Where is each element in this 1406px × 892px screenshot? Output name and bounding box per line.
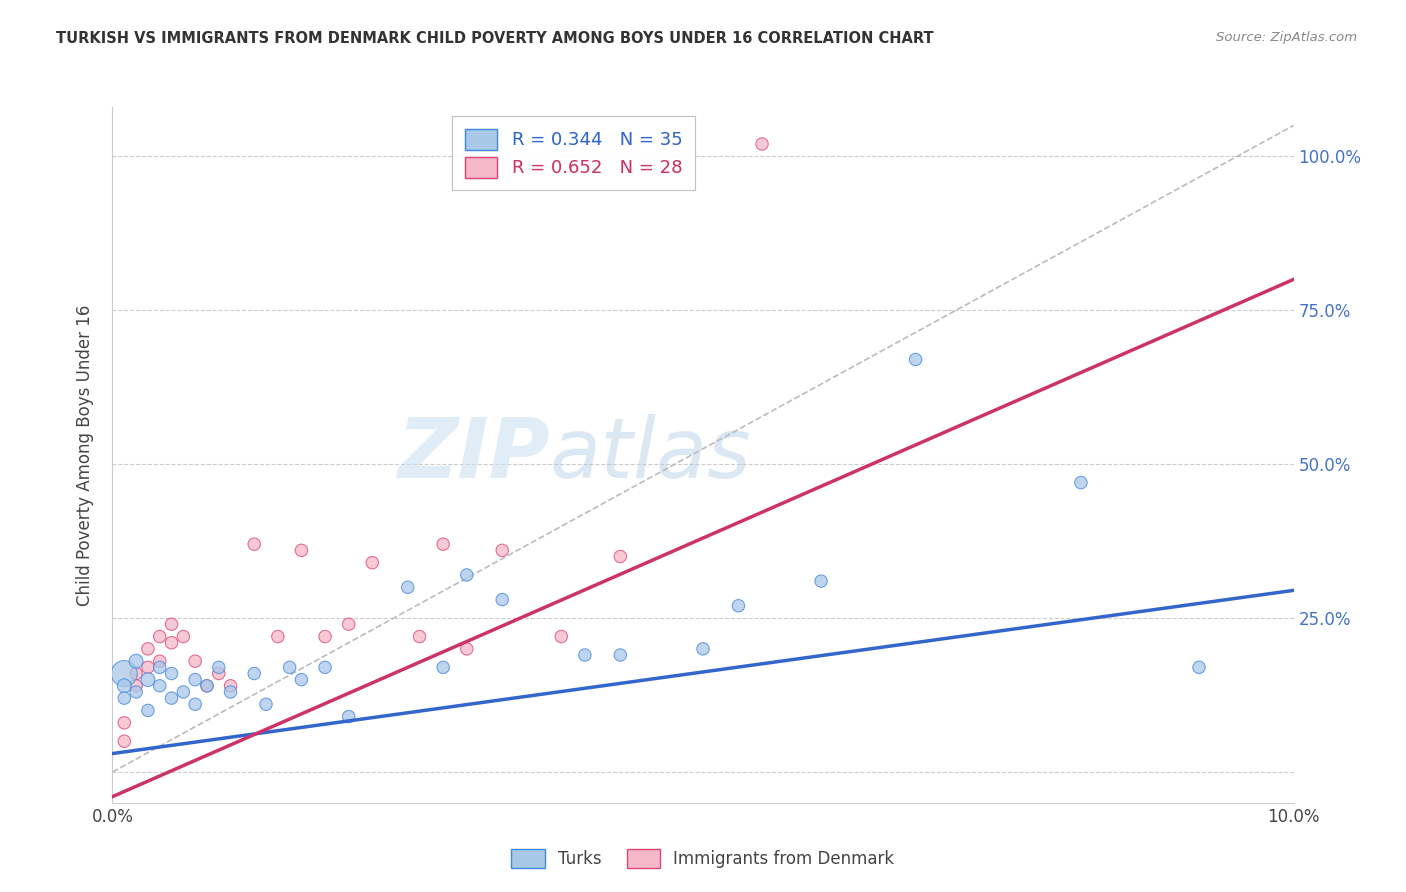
Point [243, 537, 266, 551]
Point [219, 685, 242, 699]
Point [290, 543, 312, 558]
Point [290, 673, 312, 687]
Point [112, 734, 135, 748]
Point [184, 654, 207, 668]
Point [172, 630, 194, 644]
Point [456, 641, 478, 656]
Point [550, 630, 572, 644]
Point [574, 648, 596, 662]
Point [208, 660, 231, 674]
Text: TURKISH VS IMMIGRANTS FROM DENMARK CHILD POVERTY AMONG BOYS UNDER 16 CORRELATION: TURKISH VS IMMIGRANTS FROM DENMARK CHILD… [56, 31, 934, 46]
Point [491, 543, 513, 558]
Point [432, 537, 454, 551]
Point [195, 679, 218, 693]
Point [136, 703, 159, 717]
Point [267, 630, 290, 644]
Point [243, 666, 266, 681]
Point [727, 599, 749, 613]
Point [1188, 660, 1211, 674]
Point [254, 698, 277, 712]
Point [136, 673, 159, 687]
Point [751, 136, 773, 151]
Point [314, 630, 336, 644]
Point [184, 673, 207, 687]
Point [609, 549, 631, 564]
Point [456, 568, 478, 582]
Point [125, 679, 148, 693]
Point [361, 556, 384, 570]
Point [149, 679, 172, 693]
Point [160, 666, 183, 681]
Point [195, 679, 218, 693]
Point [432, 660, 454, 674]
Point [172, 685, 194, 699]
Y-axis label: Child Poverty Among Boys Under 16: Child Poverty Among Boys Under 16 [76, 304, 94, 606]
Point [149, 654, 172, 668]
Point [1070, 475, 1092, 490]
Point [184, 698, 207, 712]
Point [208, 666, 231, 681]
Point [314, 660, 336, 674]
Point [408, 630, 430, 644]
Point [160, 636, 183, 650]
Point [160, 617, 183, 632]
Point [337, 617, 360, 632]
Point [278, 660, 301, 674]
Point [810, 574, 832, 589]
Point [160, 691, 183, 706]
Legend: R = 0.344   N = 35, R = 0.652   N = 28: R = 0.344 N = 35, R = 0.652 N = 28 [453, 116, 695, 190]
Point [136, 641, 159, 656]
Point [112, 715, 135, 730]
Point [136, 660, 159, 674]
Point [125, 654, 148, 668]
Point [149, 630, 172, 644]
Point [219, 679, 242, 693]
Point [112, 666, 135, 681]
Point [491, 592, 513, 607]
Point [112, 679, 135, 693]
Text: atlas: atlas [550, 415, 751, 495]
Point [149, 660, 172, 674]
Point [112, 691, 135, 706]
Point [337, 709, 360, 723]
Point [904, 352, 927, 367]
Text: ZIP: ZIP [396, 415, 550, 495]
Legend: Turks, Immigrants from Denmark: Turks, Immigrants from Denmark [505, 842, 901, 875]
Point [609, 648, 631, 662]
Text: Source: ZipAtlas.com: Source: ZipAtlas.com [1216, 31, 1357, 45]
Point [396, 580, 419, 594]
Point [692, 641, 714, 656]
Point [125, 685, 148, 699]
Point [125, 666, 148, 681]
